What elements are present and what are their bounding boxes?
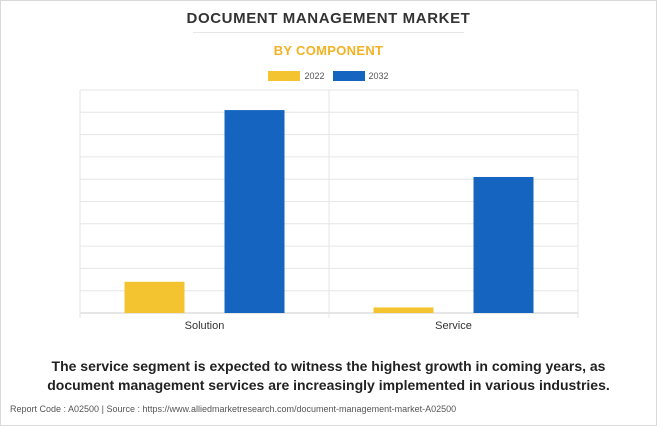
bar-service-2032: [473, 176, 534, 313]
caption-line-1: The service segment is expected to witne…: [51, 358, 606, 374]
chart-title: DOCUMENT MANAGEMENT MARKET: [186, 10, 471, 27]
legend-item-2032[interactable]: 2032: [332, 71, 389, 81]
footer: Report Code : A02500 | Source : https://…: [10, 404, 456, 414]
chart-caption: The service segment is expected to witne…: [0, 357, 657, 395]
x-tick-label-service: Service: [435, 320, 472, 332]
legend-label-2032: 2032: [368, 71, 389, 81]
legend-swatch-2022: [268, 71, 301, 81]
x-axis-labels: Solution Service: [185, 320, 472, 332]
caption-line-2: document management services are increas…: [47, 377, 610, 393]
footer-separator: |: [101, 404, 104, 414]
bar-service-2022: [373, 307, 434, 313]
bar-solution-2032: [224, 110, 285, 313]
bars: [124, 110, 534, 313]
chart-subtitle: BY COMPONENT: [273, 43, 384, 58]
legend-item-2022[interactable]: 2022: [268, 71, 325, 81]
bar-solution-2022: [124, 281, 185, 313]
title-divider: [193, 32, 464, 33]
legend-swatch-2032: [332, 71, 365, 81]
report-code: Report Code : A02500: [10, 404, 100, 414]
source-link[interactable]: Source : https://www.alliedmarketresearc…: [106, 404, 457, 414]
legend-label-2022: 2022: [304, 71, 325, 81]
chart-legend: 2022 2032: [0, 71, 657, 81]
x-tick-label-solution: Solution: [185, 320, 225, 332]
